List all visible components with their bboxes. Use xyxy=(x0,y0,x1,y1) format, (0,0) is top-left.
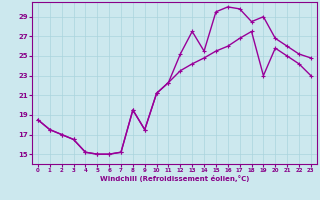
X-axis label: Windchill (Refroidissement éolien,°C): Windchill (Refroidissement éolien,°C) xyxy=(100,175,249,182)
